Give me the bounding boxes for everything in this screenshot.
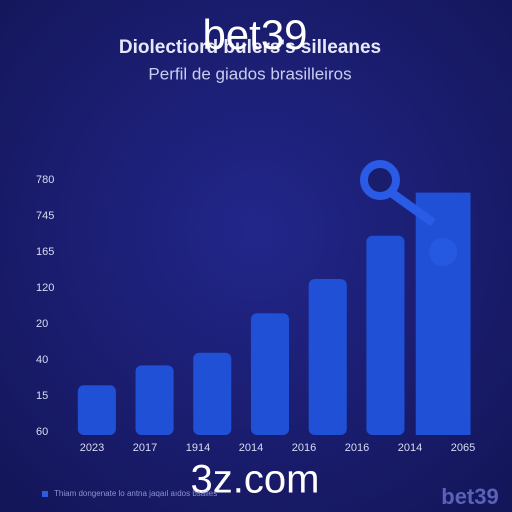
chart-subtitle: Perfil de giados brasilleiros (148, 64, 351, 83)
footnote: Thiam dongenate lo antna jaqaıl aıdos bs… (54, 489, 217, 498)
watermark: bet39 (441, 484, 498, 509)
bar (415, 192, 471, 435)
x-tick-label: 2014 (398, 442, 422, 454)
bar (135, 365, 174, 435)
bar (308, 279, 347, 435)
x-tick-label: 2065 (451, 442, 475, 454)
glow (429, 238, 458, 266)
y-axis-label: 20 (36, 318, 48, 330)
y-axis-label: 40 (36, 354, 48, 366)
x-tick-label: 1914 (186, 442, 210, 454)
x-tick-label: 2023 (80, 442, 104, 454)
watermark: 3z.com (191, 458, 320, 502)
y-axis-label: 165 (36, 246, 54, 258)
y-axis-label: 15 (36, 390, 48, 402)
bar (366, 235, 405, 435)
y-axis-label: 120 (36, 282, 54, 294)
bar (250, 313, 290, 435)
bar (193, 352, 232, 435)
y-axis-label: 60 (36, 426, 48, 438)
watermark: bet39 (202, 11, 307, 58)
chart-title: Diolectiord bulers's silleanes (119, 37, 381, 58)
x-tick-label: 2016 (292, 442, 316, 454)
x-tick-label: 2016 (345, 442, 369, 454)
y-axis-label: 745 (36, 210, 54, 222)
x-tick-label: 2014 (239, 442, 263, 454)
y-axis-label: 780 (36, 174, 54, 186)
pin-ring (360, 160, 400, 200)
bar (77, 385, 116, 435)
footnote-marker (42, 491, 48, 497)
x-tick-label: 2017 (133, 442, 157, 454)
